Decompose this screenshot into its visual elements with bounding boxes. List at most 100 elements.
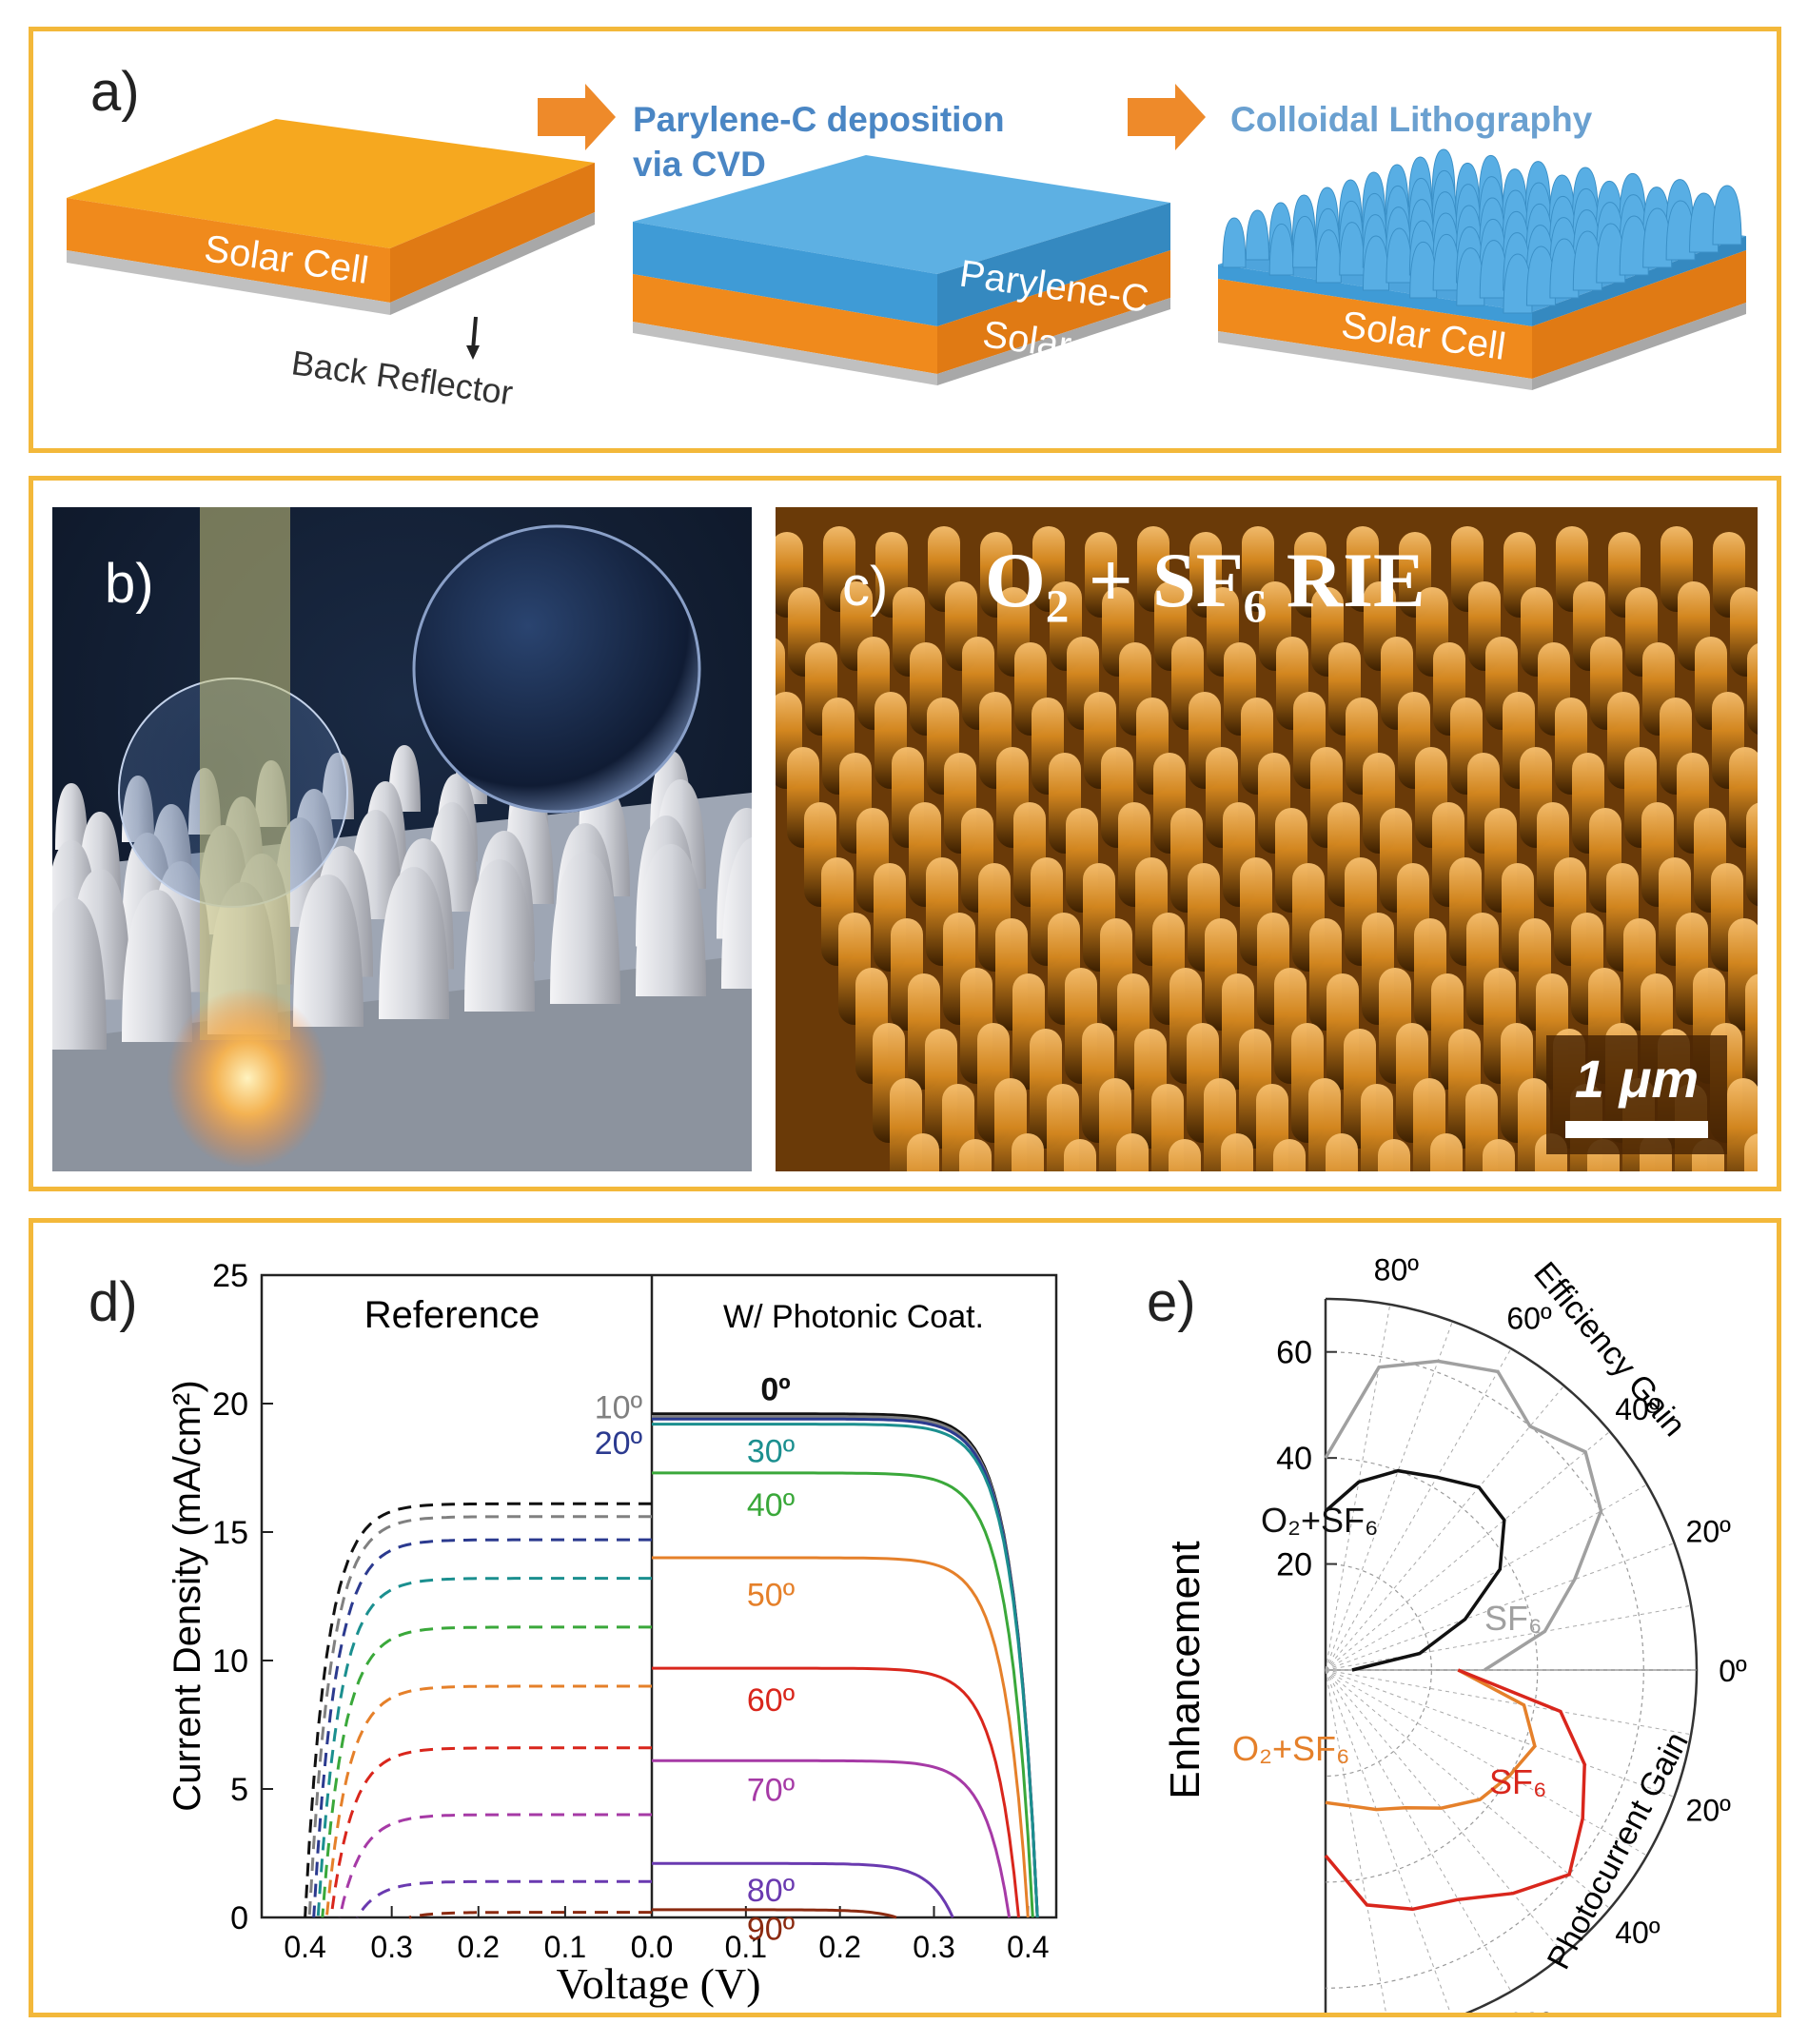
light-beam: [200, 507, 290, 1040]
panel-c-label: c): [842, 556, 889, 618]
nanocone: [1222, 217, 1247, 268]
nanopillar: [1746, 802, 1758, 907]
x-tick-label: 0.0: [631, 1930, 673, 1964]
nanopillar: [1747, 643, 1758, 735]
angle-label: 50º: [747, 1578, 795, 1614]
reference-curve: [324, 1684, 652, 1918]
panel-b-label: b): [105, 553, 154, 615]
nanopillar: [1430, 1133, 1463, 1171]
angle-label: 60º: [1506, 2007, 1552, 2013]
process-arrow-1: [538, 84, 616, 150]
reference-curve: [355, 1879, 652, 1918]
panel-b-image: [52, 507, 752, 1171]
nanocone: [55, 783, 88, 850]
nanopillar: [1064, 1139, 1096, 1171]
x-tick-label: 0.3: [913, 1930, 954, 1964]
angle-label: 20º: [595, 1425, 642, 1462]
absorption-glow: [167, 988, 328, 1169]
series-label: SF₆: [1484, 1599, 1543, 1638]
polar-curve: [1324, 1468, 1506, 1672]
panel-d-label: d): [88, 1271, 138, 1333]
angle-label: 10º: [595, 1389, 642, 1425]
reference-curve: [316, 1577, 652, 1918]
nanopillar: [1745, 973, 1758, 1090]
series-label: SF₆: [1489, 1762, 1547, 1801]
nanocone: [721, 836, 752, 989]
efficiency-gain-label: Efficiency Gain: [1526, 1255, 1692, 1444]
nanopillar: [1273, 1139, 1306, 1171]
nanopillar: [907, 1133, 939, 1171]
nanopillar: [1483, 1139, 1515, 1171]
nanocone: [379, 867, 449, 1019]
nanopillar: [959, 1139, 992, 1171]
coated-curve: [652, 1423, 1039, 1918]
x-tick-label: 0.4: [284, 1930, 325, 1964]
coated-curve: [652, 1666, 1020, 1918]
angle-label: 0º: [1719, 1654, 1747, 1688]
nanopillar: [1012, 1133, 1044, 1171]
nanocone: [293, 875, 364, 1027]
nanocone: [636, 844, 706, 996]
x-tick-label: 0.2: [818, 1930, 860, 1964]
nanocone: [52, 897, 107, 1050]
angle-label: 0º: [760, 1372, 790, 1408]
parylene-slab: [633, 155, 1170, 385]
angle-label: 60º: [1506, 1301, 1552, 1335]
e-y-axis-label: Enhancement: [1162, 1541, 1209, 1799]
angle-label: 40º: [1615, 1916, 1661, 1950]
angle-label: 20º: [1686, 1793, 1732, 1827]
angle-label: 60º: [747, 1682, 795, 1719]
angle-label: 70º: [747, 1773, 795, 1809]
coated-curve: [652, 1556, 1030, 1918]
nanocone: [1245, 209, 1269, 261]
polar-curve: [1324, 1668, 1586, 1912]
plot-frame: [260, 1273, 1058, 1919]
nanocone: [550, 852, 620, 1004]
reference-curve: [304, 1502, 652, 1918]
panel-e-chart: 20406080º60º40º20º0º20º40º60º80º O₂+SF₆S…: [1162, 1253, 1747, 2013]
arrow-2-text: Colloidal Lithography: [1230, 100, 1593, 139]
nanopillar: [1116, 1133, 1149, 1171]
nanocone: [464, 859, 535, 1012]
coated-curve: [652, 1471, 1034, 1918]
reference-title: Reference: [364, 1294, 540, 1336]
r-tick-label: 40: [1276, 1441, 1312, 1477]
angle-label: 40º: [1615, 1392, 1661, 1426]
y-tick-label: 0: [230, 1900, 248, 1936]
panel-bc: b) 1 μm c) O₂ + SF₆ RIE: [29, 476, 1781, 1191]
scale-bar: [1565, 1121, 1708, 1138]
y-tick-label: 15: [212, 1515, 248, 1551]
panel-a-label: a): [90, 61, 140, 123]
back-reflector-text: Back Reflector: [289, 343, 516, 412]
water-droplet-large: [412, 524, 701, 814]
nanocone-slab: [1218, 148, 1746, 390]
coated-curve: [652, 1759, 1012, 1918]
nanopillar: [1169, 1139, 1201, 1171]
series-label: O₂+SF₆: [1232, 1729, 1350, 1768]
angle-label: 30º: [747, 1433, 795, 1469]
coated-curve: [652, 1861, 954, 1918]
nanopillar: [1378, 1139, 1410, 1171]
reference-curve: [329, 1746, 652, 1918]
angle-label: 80º: [1374, 1253, 1420, 1287]
y-axis-label: Current Density (mA/cm²): [167, 1380, 208, 1811]
reference-curve: [312, 1538, 652, 1918]
x-axis-label: Voltage (V): [556, 1959, 760, 2008]
arrow-1-text-line2: via CVD: [633, 145, 766, 184]
x-tick-label: 0.4: [1007, 1930, 1049, 1964]
reference-curve: [321, 1625, 652, 1918]
panel-c-title: O₂ + SF₆ RIE: [985, 537, 1425, 623]
panel-a: a) Solar Cell Back Reflector Parylene-C …: [29, 27, 1781, 453]
scale-bar-text: 1 μm: [1575, 1049, 1699, 1109]
coated-curve: [652, 1412, 1039, 1918]
x-tick-label: 0.2: [458, 1930, 500, 1964]
nanocone: [122, 890, 192, 1042]
panel-e-label: e): [1147, 1271, 1196, 1333]
process-arrow-2: [1128, 84, 1206, 150]
polar-curve: [1324, 1359, 1603, 1672]
y-tick-label: 10: [212, 1643, 248, 1680]
series-label: O₂+SF₆: [1261, 1501, 1379, 1540]
nanopillar: [1326, 1133, 1358, 1171]
r-tick-label: 60: [1276, 1335, 1312, 1371]
angle-label: 40º: [747, 1487, 795, 1523]
